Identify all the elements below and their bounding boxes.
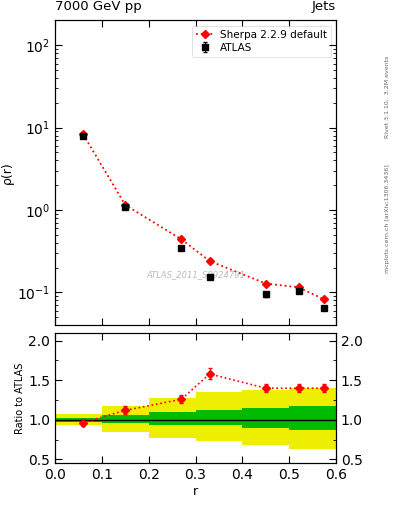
Sherpa 2.2.9 default: [207, 258, 212, 264]
Text: ATLAS_2011_S8924791: ATLAS_2011_S8924791: [146, 270, 245, 280]
Text: 7000 GeV pp: 7000 GeV pp: [55, 0, 142, 13]
Sherpa 2.2.9 default: [81, 131, 86, 137]
Sherpa 2.2.9 default: [296, 284, 301, 290]
X-axis label: r: r: [193, 485, 198, 498]
Sherpa 2.2.9 default: [179, 236, 184, 242]
Y-axis label: ρ(r): ρ(r): [1, 161, 14, 184]
Text: Jets: Jets: [312, 0, 336, 13]
Sherpa 2.2.9 default: [263, 281, 268, 287]
Sherpa 2.2.9 default: [123, 202, 128, 208]
Text: Rivet 3.1.10,  3.2M events: Rivet 3.1.10, 3.2M events: [385, 55, 389, 138]
Line: Sherpa 2.2.9 default: Sherpa 2.2.9 default: [80, 132, 327, 302]
Text: mcplots.cern.ch [arXiv:1306.3436]: mcplots.cern.ch [arXiv:1306.3436]: [385, 164, 389, 273]
Y-axis label: Ratio to ATLAS: Ratio to ATLAS: [15, 362, 26, 434]
Sherpa 2.2.9 default: [322, 296, 327, 303]
Legend: Sherpa 2.2.9 default, ATLAS: Sherpa 2.2.9 default, ATLAS: [191, 26, 331, 57]
